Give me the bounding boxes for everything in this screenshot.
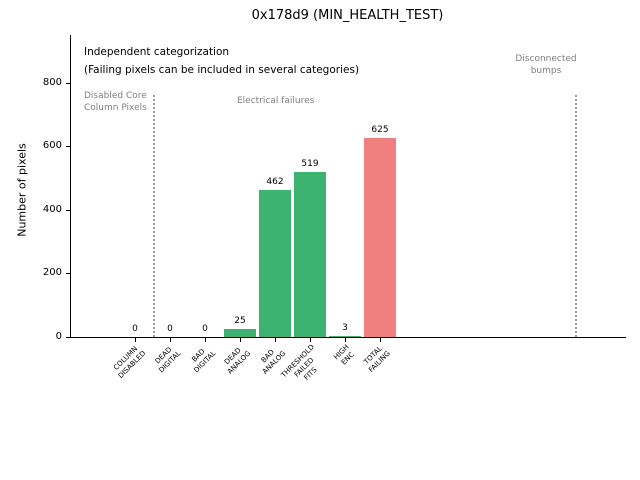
bar-value-label: 3 [342, 323, 348, 334]
x-tick-mark [135, 338, 136, 342]
y-tick-mark [66, 146, 70, 148]
x-tick-mark [310, 338, 311, 342]
x-tick-mark [205, 338, 206, 342]
x-tick-mark [240, 338, 241, 342]
y-tick-label: 400 [42, 203, 62, 215]
x-axis-line [70, 337, 626, 338]
bar-value-label: 625 [371, 125, 389, 136]
section-divider [575, 95, 577, 337]
x-tick-mark [275, 338, 276, 342]
x-tick-mark [380, 338, 381, 342]
y-tick-mark [66, 82, 70, 84]
y-tick-label: 200 [42, 267, 62, 279]
bar-value-label: 519 [301, 159, 319, 169]
section-label-disconnected-bumps: Disconnected bumps [515, 54, 577, 77]
x-tick-mark [345, 338, 346, 342]
section-label-disabled-core-column-pixels: Disabled Core Column Pixels [84, 91, 147, 114]
annotation-independent-categorization: Independent categorization [84, 46, 230, 58]
bar-value-label: 25 [234, 316, 246, 327]
bar [329, 336, 361, 337]
section-divider [152, 95, 155, 337]
x-tick-label-text: TOTAL FAILING [362, 344, 393, 375]
bar-value-label: 462 [266, 177, 284, 188]
y-tick-label: 800 [42, 76, 62, 88]
bar [364, 138, 396, 337]
bar [294, 172, 326, 337]
x-tick-label: TOTAL FAILING [230, 343, 392, 374]
bar-value-label: 0 [167, 324, 173, 334]
bar [259, 190, 291, 337]
y-tick-label: 0 [55, 331, 62, 342]
y-tick-label: 600 [42, 140, 62, 152]
bar-value-label: 0 [202, 324, 208, 334]
y-tick-mark [66, 337, 70, 338]
y-axis-line [70, 35, 71, 338]
bar-value-label: 0 [132, 324, 138, 334]
x-tick-mark [170, 338, 171, 342]
annotation-categories-note: (Failing pixels can be included in sever… [84, 64, 360, 76]
y-tick-mark [66, 209, 70, 211]
bar [224, 329, 256, 337]
y-tick-mark [66, 273, 70, 275]
section-label-electrical-failures: Electrical failures [237, 96, 315, 106]
chart-title: 0x178d9 (MIN_HEALTH_TEST) [251, 8, 444, 23]
